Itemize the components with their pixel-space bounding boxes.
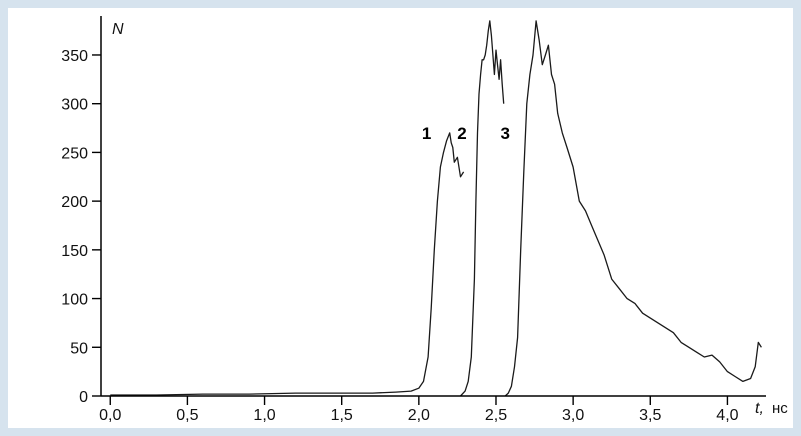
chart-frame: 0 50 100 150 200 250 300 350 0,0 0,5 1,0 1,5 2,0 2,5… — [8, 8, 793, 428]
y-ticks: 0 50 100 150 200 250 300 350 — [61, 48, 101, 406]
series-line-1 — [110, 132, 465, 396]
x-axis-unit: нс — [772, 400, 788, 417]
x-tick-label: 0,0 — [99, 407, 121, 424]
x-tick-label: 2,5 — [485, 407, 507, 424]
series-line-2 — [460, 20, 505, 397]
curve-label-3: 3 — [501, 124, 510, 143]
y-tick-label: 100 — [61, 292, 88, 309]
y-tick-label: 0 — [79, 389, 88, 406]
x-tick-label: 3,5 — [639, 407, 661, 424]
y-axis-title: N — [112, 21, 124, 38]
y-tick-label: 350 — [61, 48, 88, 65]
series-line-3 — [504, 20, 762, 397]
x-ticks: 0,0 0,5 1,0 1,5 2,0 2,5 3,0 3,5 4,0 — [99, 396, 739, 424]
x-tick-label: 1,5 — [331, 407, 353, 424]
line-chart: 0 50 100 150 200 250 300 350 0,0 0,5 1,0 1,5 2,0 2,5… — [61, 16, 788, 424]
x-tick-label: 4,0 — [716, 407, 738, 424]
y-tick-label: 150 — [61, 243, 88, 260]
curve-labels: 1 2 3 — [422, 124, 510, 143]
y-tick-label: 200 — [61, 194, 88, 211]
y-tick-label: 250 — [61, 145, 88, 162]
y-tick-label: 50 — [70, 340, 88, 357]
curve-label-1: 1 — [422, 124, 431, 143]
y-tick-label: 300 — [61, 97, 88, 114]
x-axis-title: t, — [755, 400, 764, 417]
curve-label-2: 2 — [457, 124, 466, 143]
x-tick-label: 0,5 — [176, 407, 198, 424]
x-tick-label: 2,0 — [408, 407, 430, 424]
x-tick-label: 1,0 — [253, 407, 275, 424]
x-tick-label: 3,0 — [562, 407, 584, 424]
series-layer — [110, 20, 762, 397]
